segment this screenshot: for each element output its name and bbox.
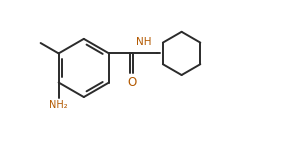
Text: NH₂: NH₂: [49, 100, 68, 110]
Text: O: O: [127, 76, 136, 89]
Text: NH: NH: [136, 37, 152, 47]
